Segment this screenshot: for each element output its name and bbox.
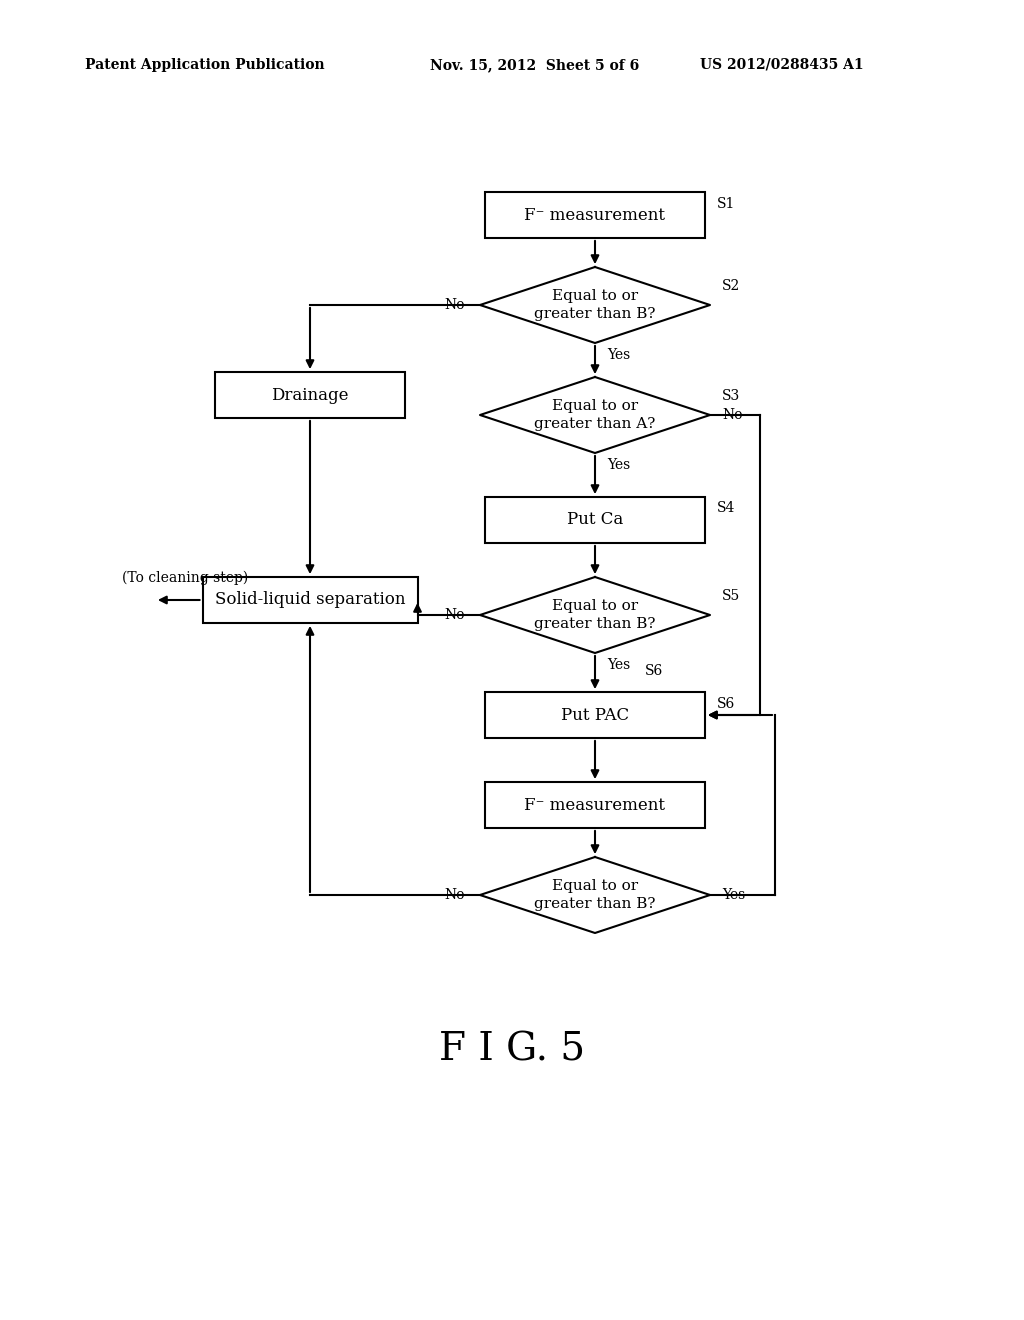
Text: US 2012/0288435 A1: US 2012/0288435 A1	[700, 58, 863, 73]
Bar	[485, 498, 705, 543]
Text: Solid-liquid separation: Solid-liquid separation	[215, 591, 406, 609]
Text: S5: S5	[722, 589, 740, 603]
Text: Put Ca: Put Ca	[567, 511, 624, 528]
Polygon shape	[480, 857, 710, 933]
Text: S2: S2	[722, 279, 740, 293]
Polygon shape	[480, 378, 710, 453]
Text: Equal to or
greater than A?: Equal to or greater than A?	[535, 399, 655, 432]
Text: Yes: Yes	[607, 458, 630, 473]
Text: Yes: Yes	[722, 888, 745, 902]
Bar	[203, 577, 418, 623]
Bar	[485, 781, 705, 828]
Text: Equal to or
greater than B?: Equal to or greater than B?	[535, 599, 655, 631]
Text: Patent Application Publication: Patent Application Publication	[85, 58, 325, 73]
Text: F⁻ measurement: F⁻ measurement	[524, 206, 666, 223]
Bar	[485, 191, 705, 238]
Text: Yes: Yes	[607, 657, 630, 672]
Bar	[485, 692, 705, 738]
Text: Nov. 15, 2012  Sheet 5 of 6: Nov. 15, 2012 Sheet 5 of 6	[430, 58, 639, 73]
Text: S6: S6	[717, 697, 735, 710]
Text: No: No	[444, 298, 465, 312]
Text: No: No	[444, 609, 465, 622]
Text: (To cleaning step): (To cleaning step)	[122, 570, 248, 585]
Text: Drainage: Drainage	[271, 387, 349, 404]
Text: Put PAC: Put PAC	[561, 706, 629, 723]
Text: S6: S6	[645, 664, 664, 678]
Text: S3: S3	[722, 389, 740, 403]
Bar	[215, 372, 406, 418]
Text: F⁻ measurement: F⁻ measurement	[524, 796, 666, 813]
Text: No: No	[444, 888, 465, 902]
Polygon shape	[480, 267, 710, 343]
Text: F I G. 5: F I G. 5	[439, 1031, 585, 1068]
Text: Equal to or
greater than B?: Equal to or greater than B?	[535, 879, 655, 911]
Text: S4: S4	[717, 502, 735, 516]
Text: No: No	[722, 408, 742, 422]
Polygon shape	[480, 577, 710, 653]
Text: Equal to or
greater than B?: Equal to or greater than B?	[535, 289, 655, 321]
Text: Yes: Yes	[607, 348, 630, 362]
Text: S1: S1	[717, 197, 735, 210]
